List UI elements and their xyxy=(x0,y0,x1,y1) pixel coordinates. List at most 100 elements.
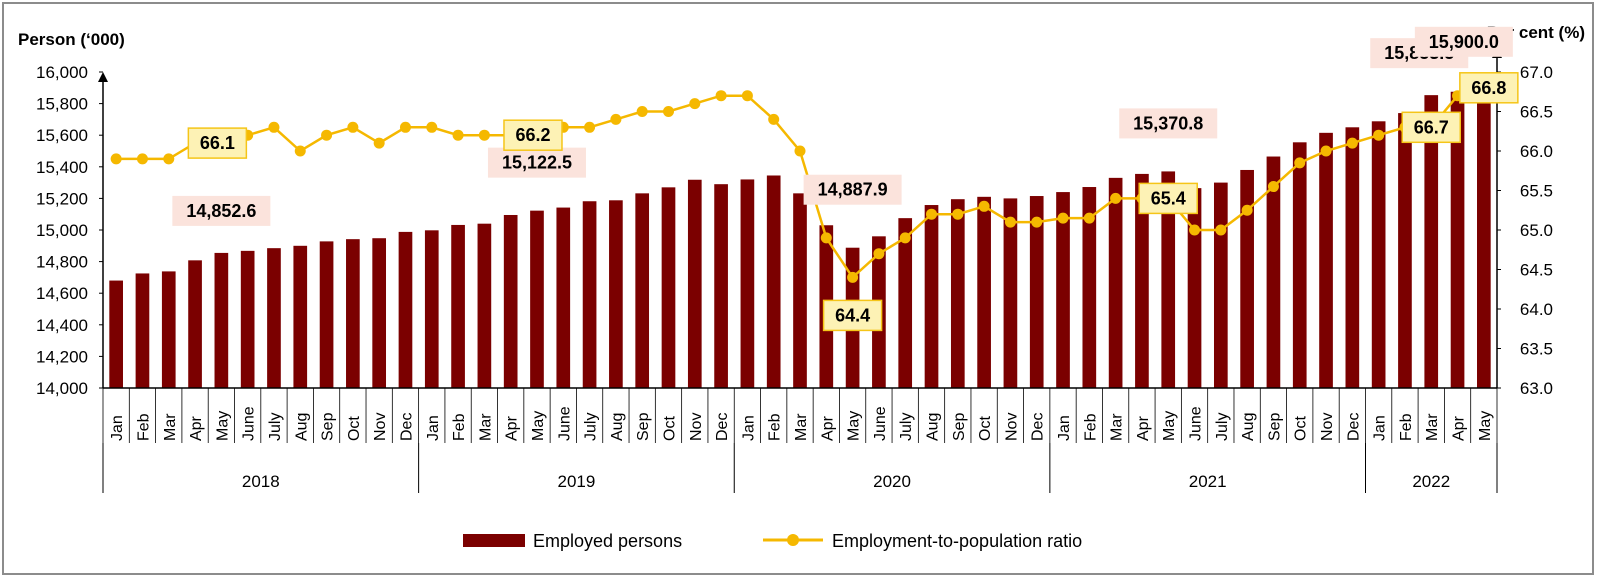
bar-employed xyxy=(1319,132,1333,388)
month-label: Dec xyxy=(714,413,731,441)
callout-box-ratio xyxy=(1459,72,1519,104)
left-tick-label: 15,800 xyxy=(36,95,88,114)
month-label: June xyxy=(556,406,573,441)
ratio-point xyxy=(662,106,674,117)
year-label: 2022 xyxy=(1412,472,1450,491)
bar-employed xyxy=(556,207,571,388)
bar-employed xyxy=(924,205,939,388)
month-label: Feb xyxy=(1082,413,1099,441)
bar-employed xyxy=(161,271,176,388)
bar-employed xyxy=(582,201,597,388)
ratio-point xyxy=(373,137,385,149)
bar-employed xyxy=(1161,171,1176,388)
month-label: Aug xyxy=(925,413,942,441)
bars-layer xyxy=(109,87,1491,389)
bar-employed xyxy=(1029,196,1044,388)
month-label: July xyxy=(583,413,600,441)
month-label: Apr xyxy=(504,415,521,441)
left-tick-label: 15,000 xyxy=(36,221,88,240)
legend: Employed persons Employment-to-populatio… xyxy=(463,531,1082,551)
ratio-point xyxy=(1346,137,1358,149)
ratio-point xyxy=(610,113,622,125)
bar-employed xyxy=(950,199,965,388)
month-label: Sep xyxy=(635,412,652,441)
bar-employed xyxy=(1292,142,1307,388)
callout-box-employed xyxy=(172,195,271,226)
callout-label-ratio: 64.4 xyxy=(835,305,870,325)
bar-employed xyxy=(293,245,308,388)
bar-employed xyxy=(214,252,229,388)
ratio-point xyxy=(952,208,964,220)
bar-employed xyxy=(1398,113,1412,388)
callout-box-ratio xyxy=(187,127,248,159)
ratio-point xyxy=(794,145,806,157)
month-label: June xyxy=(872,406,889,441)
month-label: Jan xyxy=(425,415,442,441)
bar-employed xyxy=(1240,169,1254,388)
callout-label-employed: 14,887.9 xyxy=(818,180,888,200)
year-label: 2018 xyxy=(242,472,280,491)
ratio-point xyxy=(873,248,885,260)
month-label: Jan xyxy=(740,415,757,441)
ratio-point xyxy=(1189,224,1201,236)
bar-employed xyxy=(1056,192,1070,388)
month-label: Apr xyxy=(1451,415,1468,441)
ratio-point xyxy=(1320,145,1332,157)
year-label: 2020 xyxy=(873,472,911,491)
month-label: Nov xyxy=(1003,413,1020,441)
right-tick-label: 63.0 xyxy=(1520,379,1553,398)
ratio-point xyxy=(110,153,122,165)
callout-label-employed: 15,370.8 xyxy=(1133,113,1203,133)
month-label: Feb xyxy=(135,413,152,441)
month-label: Mar xyxy=(1109,413,1126,441)
ratio-point xyxy=(1373,129,1385,141)
bar-employed xyxy=(477,223,492,388)
callout-box-ratio xyxy=(822,299,883,332)
bar-employed xyxy=(609,200,623,388)
bar-employed xyxy=(1187,188,1202,388)
callout-box-ratio xyxy=(503,119,563,151)
ratio-point xyxy=(452,129,464,141)
month-label: May xyxy=(214,411,231,441)
bar-employed xyxy=(398,231,413,388)
bar-employed xyxy=(766,175,781,388)
ratio-point xyxy=(899,232,911,244)
month-label: Nov xyxy=(1319,413,1336,441)
ratio-point xyxy=(636,106,648,117)
ratio-point xyxy=(1057,212,1069,224)
month-label: Jan xyxy=(1056,415,1073,441)
bar-employed xyxy=(714,184,728,388)
month-label: Nov xyxy=(372,413,389,441)
ratio-point xyxy=(268,121,280,133)
ratio-point xyxy=(399,121,411,133)
month-label: July xyxy=(1214,413,1231,441)
callout-label-ratio: 66.7 xyxy=(1414,117,1449,137)
bar-employed xyxy=(1082,187,1097,388)
ratio-point xyxy=(1004,216,1016,228)
month-label: Dec xyxy=(1345,413,1362,441)
legend-label-employed: Employed persons xyxy=(533,531,682,551)
legend-swatch-employed xyxy=(463,534,525,547)
legend-swatch-ratio-marker xyxy=(787,534,799,546)
ratio-point xyxy=(1031,216,1043,228)
right-tick-label: 66.0 xyxy=(1520,142,1553,161)
bar-employed xyxy=(661,187,676,388)
right-tick-label: 64.0 xyxy=(1520,300,1553,319)
bar-employed xyxy=(424,230,439,388)
bar-employed xyxy=(1108,177,1123,388)
callout-label-ratio: 65.4 xyxy=(1151,188,1186,208)
month-label: Nov xyxy=(688,413,705,441)
ratio-point xyxy=(294,145,306,157)
month-label: Mar xyxy=(1424,413,1441,441)
ratio-point xyxy=(689,98,701,110)
month-label: Aug xyxy=(1240,413,1257,441)
left-tick-label: 14,600 xyxy=(36,284,88,303)
ratio-point xyxy=(1083,212,1095,224)
month-label: Mar xyxy=(793,413,810,441)
month-label: Apr xyxy=(819,415,836,441)
month-label: Oct xyxy=(661,416,678,441)
right-tick-label: 67.0 xyxy=(1520,63,1553,82)
left-axis-title: Person (‘000) xyxy=(18,30,125,49)
month-label: May xyxy=(530,411,547,441)
